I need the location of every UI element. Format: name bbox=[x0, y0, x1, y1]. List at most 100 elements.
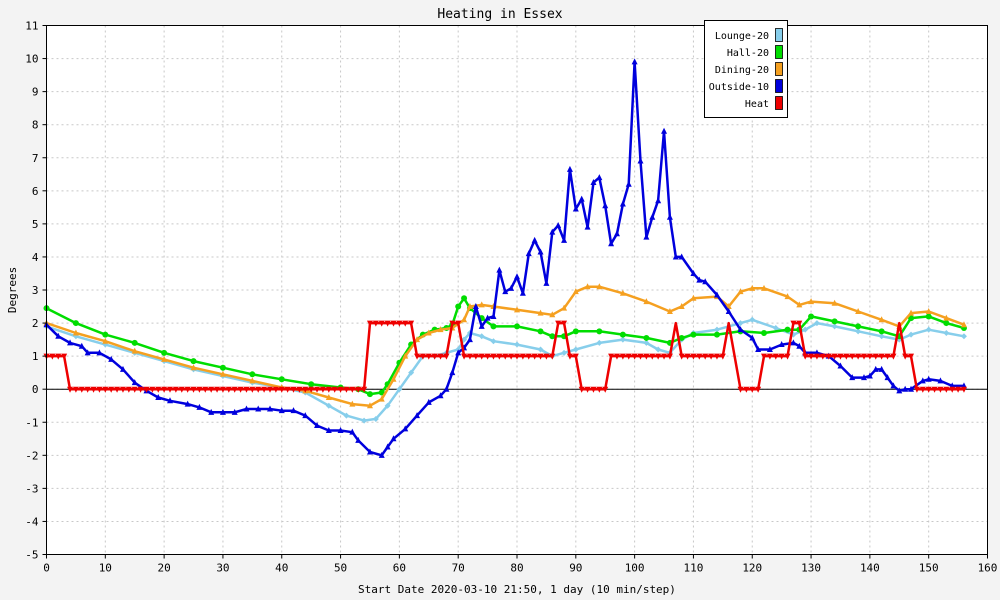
data-point bbox=[831, 353, 838, 360]
y-tick-label: -2 bbox=[25, 449, 38, 462]
data-point bbox=[549, 353, 556, 360]
data-point bbox=[772, 325, 779, 332]
data-point bbox=[290, 407, 297, 414]
data-point bbox=[472, 353, 479, 360]
data-point bbox=[472, 303, 479, 310]
data-point bbox=[943, 329, 950, 336]
data-point bbox=[690, 269, 697, 276]
data-point bbox=[419, 353, 426, 360]
data-point bbox=[131, 339, 138, 346]
legend-swatch bbox=[775, 28, 783, 42]
y-tick-labels: -5 -4 -3 -2 -1 0 1 2 3 4 5 6 7 8 9 10 11 bbox=[25, 20, 47, 562]
legend-box bbox=[704, 20, 788, 118]
data-point bbox=[696, 276, 703, 283]
data-point bbox=[396, 320, 403, 327]
data-point bbox=[366, 320, 373, 327]
data-point bbox=[713, 353, 720, 360]
data-point bbox=[837, 353, 844, 360]
data-point bbox=[396, 386, 403, 393]
data-point bbox=[519, 353, 526, 360]
data-point bbox=[443, 353, 450, 360]
data-point bbox=[72, 329, 79, 336]
data-point bbox=[96, 386, 103, 393]
x-tick-label: 130 bbox=[801, 562, 821, 575]
data-point bbox=[296, 386, 303, 393]
data-point bbox=[572, 353, 579, 360]
data-point bbox=[219, 386, 226, 393]
data-point bbox=[255, 405, 262, 412]
data-point bbox=[514, 273, 520, 280]
data-point bbox=[178, 386, 185, 393]
data-point bbox=[402, 320, 409, 327]
data-point bbox=[114, 386, 121, 393]
data-point bbox=[461, 353, 468, 360]
data-point bbox=[425, 353, 432, 360]
data-point bbox=[290, 386, 297, 393]
data-point bbox=[190, 364, 197, 371]
data-point bbox=[466, 353, 473, 360]
data-point bbox=[878, 365, 885, 372]
data-point bbox=[67, 339, 74, 346]
data-point bbox=[566, 353, 573, 360]
data-point bbox=[766, 346, 773, 353]
data-point bbox=[937, 386, 944, 393]
data-point bbox=[643, 339, 650, 346]
x-tick-label: 20 bbox=[158, 562, 171, 575]
data-point bbox=[661, 353, 668, 360]
data-point bbox=[202, 386, 209, 393]
data-point bbox=[455, 349, 462, 356]
data-point bbox=[249, 377, 256, 384]
x-tick-label: 120 bbox=[742, 562, 762, 575]
y-tick-label: 9 bbox=[32, 86, 39, 99]
data-point bbox=[508, 284, 515, 291]
data-point bbox=[784, 353, 791, 360]
data-point bbox=[308, 386, 315, 393]
data-point bbox=[684, 353, 691, 360]
y-tick-label: -1 bbox=[25, 416, 38, 429]
data-point bbox=[678, 334, 685, 341]
data-point bbox=[437, 392, 444, 399]
data-point bbox=[943, 314, 950, 321]
data-point bbox=[631, 353, 638, 360]
data-point bbox=[643, 353, 650, 360]
data-point bbox=[502, 288, 509, 295]
data-point bbox=[678, 253, 685, 260]
y-tick-label: -3 bbox=[25, 482, 38, 495]
data-point bbox=[72, 386, 79, 393]
data-point bbox=[502, 353, 509, 360]
data-point bbox=[831, 323, 838, 330]
data-point bbox=[655, 353, 662, 360]
data-point bbox=[902, 353, 909, 360]
data-point bbox=[596, 174, 603, 181]
data-point bbox=[449, 320, 456, 327]
data-point bbox=[825, 353, 832, 360]
data-point bbox=[78, 342, 85, 349]
data-point bbox=[866, 353, 873, 360]
data-point bbox=[519, 289, 526, 296]
data-point bbox=[508, 353, 515, 360]
x-tick-label: 80 bbox=[510, 562, 523, 575]
data-point bbox=[866, 372, 873, 379]
data-point bbox=[366, 402, 373, 409]
data-point bbox=[161, 355, 168, 362]
data-point bbox=[902, 385, 909, 392]
data-point bbox=[366, 448, 373, 455]
data-point bbox=[331, 386, 338, 393]
data-point bbox=[237, 386, 244, 393]
data-point bbox=[855, 323, 862, 330]
data-point bbox=[784, 326, 791, 333]
legend-label: Dining-20 bbox=[715, 65, 769, 76]
data-point bbox=[102, 331, 109, 338]
data-point bbox=[960, 321, 967, 328]
data-point bbox=[543, 279, 550, 286]
data-point bbox=[431, 353, 438, 360]
data-point bbox=[55, 332, 62, 339]
data-point bbox=[496, 353, 503, 360]
data-point bbox=[649, 213, 656, 220]
data-point bbox=[884, 374, 891, 381]
data-point bbox=[725, 307, 732, 314]
data-point bbox=[319, 386, 326, 393]
data-point bbox=[455, 303, 462, 310]
data-point bbox=[137, 386, 144, 393]
